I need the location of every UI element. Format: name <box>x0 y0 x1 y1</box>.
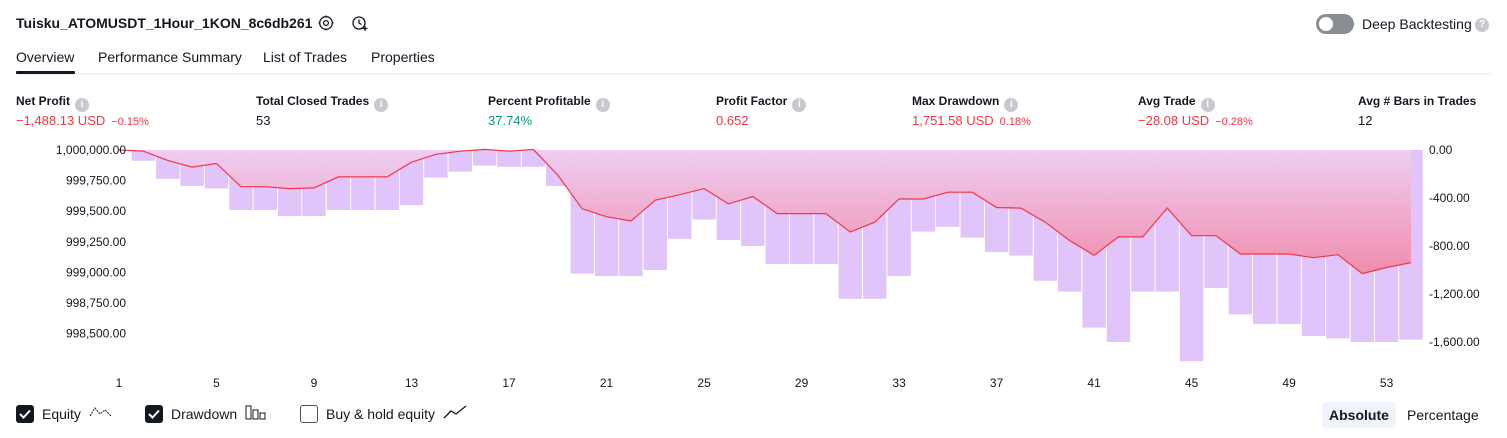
x-tick-label: 33 <box>892 376 906 390</box>
absolute-button[interactable]: Absolute <box>1322 402 1396 428</box>
equity-checkbox[interactable] <box>16 404 34 423</box>
deep-backtesting-label: Deep Backtesting <box>1362 16 1472 32</box>
y-right-tick-label: -1,600.00 <box>1429 335 1480 349</box>
x-tick-label: 25 <box>697 376 711 390</box>
help-icon[interactable]: ? <box>1475 18 1489 32</box>
x-tick-label: 13 <box>405 376 419 390</box>
y-left-tick-label: 1,000,000.00 <box>56 143 126 157</box>
active-tab-indicator <box>16 71 75 74</box>
drawdown-bar <box>131 150 156 161</box>
stat-avg-trade-value: −28.08 USD −0.28% <box>1138 113 1253 128</box>
percentage-button[interactable]: Percentage <box>1407 407 1479 423</box>
drawdown-checkbox[interactable] <box>145 404 163 423</box>
x-tick-label: 53 <box>1380 376 1394 390</box>
equity-line <box>118 148 1412 275</box>
info-icon[interactable]: i <box>792 98 807 112</box>
y-left-tick-label: 999,250.00 <box>66 235 126 249</box>
y-left-tick-label: 998,500.00 <box>66 327 126 341</box>
stat-avg-trade-label: Avg Trade i <box>1138 94 1215 112</box>
x-tick-label: 1 <box>116 376 123 390</box>
stat-profit-factor-label: Profit Factor i <box>716 94 807 112</box>
equity-line-icon <box>89 404 113 423</box>
drawdown-bar <box>424 150 448 178</box>
tab-list-of-trades[interactable]: List of Trades <box>263 49 348 65</box>
info-icon[interactable]: i <box>75 98 89 112</box>
x-tick-label: 5 <box>213 376 220 390</box>
y-left-tick-label: 999,500.00 <box>66 204 126 218</box>
buy-hold-label: Buy & hold equity <box>326 405 435 422</box>
buy-hold-checkbox[interactable] <box>300 404 318 423</box>
stat-net-profit-label: Net Profit i <box>16 94 89 112</box>
equity-label: Equity <box>42 405 81 422</box>
drawdown-label: Drawdown <box>171 405 238 422</box>
legend-buy-hold[interactable]: Buy & hold equity <box>300 404 467 423</box>
stat-max-drawdown-label: Max Drawdown i <box>912 94 1019 112</box>
buy-hold-line-icon <box>443 404 467 423</box>
tab-overview[interactable]: Overview <box>16 49 75 65</box>
add-alert-icon[interactable] <box>351 14 369 32</box>
x-tick-label: 21 <box>600 376 614 390</box>
stat-total-closed-trades-label: Total Closed Trades i <box>256 94 389 112</box>
legend-equity[interactable]: Equity <box>16 404 113 423</box>
tabs-divider <box>16 73 1491 75</box>
stat-avg-bars-value: 12 <box>1358 113 1373 128</box>
x-tick-label: 49 <box>1282 376 1296 390</box>
x-tick-label: 45 <box>1185 376 1199 390</box>
x-tick-label: 9 <box>311 376 318 390</box>
y-left-tick-label: 998,750.00 <box>66 296 126 310</box>
x-tick-label: 29 <box>795 376 809 390</box>
gear-icon[interactable] <box>317 14 335 32</box>
drawdown-bars-icon <box>245 404 267 423</box>
y-right-tick-label: -400.00 <box>1429 191 1470 205</box>
info-icon[interactable]: i <box>1200 98 1215 112</box>
drawdown-bar <box>473 150 497 166</box>
drawdown-bar <box>448 150 472 172</box>
stat-total-closed-trades-value: 53 <box>256 113 271 128</box>
deep-backtesting-toggle[interactable] <box>1316 14 1354 34</box>
stat-percent-profitable-value: 37.74% <box>488 113 533 128</box>
y-right-tick-label: -800.00 <box>1429 239 1470 253</box>
info-icon[interactable]: i <box>374 98 389 112</box>
drawdown-bar <box>497 150 521 167</box>
y-left-tick-label: 999,000.00 <box>66 265 126 279</box>
y-right-tick-label: 0.00 <box>1429 143 1453 157</box>
stat-net-profit-value: −1,488.13 USD −0.15% <box>16 113 149 128</box>
equity-chart[interactable]: 1,000,000.00 999,750.00 999,500.00 999,250.… <box>0 140 1507 395</box>
legend-drawdown[interactable]: Drawdown <box>145 404 267 423</box>
strategy-title: Tuisku_ATOMUSDT_1Hour_1KON_8c6db261 <box>16 15 313 31</box>
x-tick-label: 41 <box>1087 376 1101 390</box>
x-tick-label: 17 <box>502 376 516 390</box>
info-icon[interactable]: i <box>1004 98 1019 112</box>
y-right-tick-label: -1,200.00 <box>1429 287 1480 301</box>
toggle-knob <box>1319 17 1333 31</box>
equity-area <box>119 149 1411 274</box>
stat-percent-profitable-label: Percent Profitable i <box>488 94 610 112</box>
stat-avg-bars-label: Avg # Bars in Trades <box>1358 94 1477 108</box>
info-icon[interactable]: i <box>595 98 610 112</box>
x-tick-label: 37 <box>990 376 1004 390</box>
stat-max-drawdown-value: 1,751.58 USD 0.18% <box>912 113 1031 128</box>
y-left-tick-label: 999,750.00 <box>66 174 126 188</box>
tab-performance-summary[interactable]: Performance Summary <box>98 49 242 65</box>
tab-properties[interactable]: Properties <box>371 49 435 65</box>
stat-profit-factor-value: 0.652 <box>716 113 749 128</box>
